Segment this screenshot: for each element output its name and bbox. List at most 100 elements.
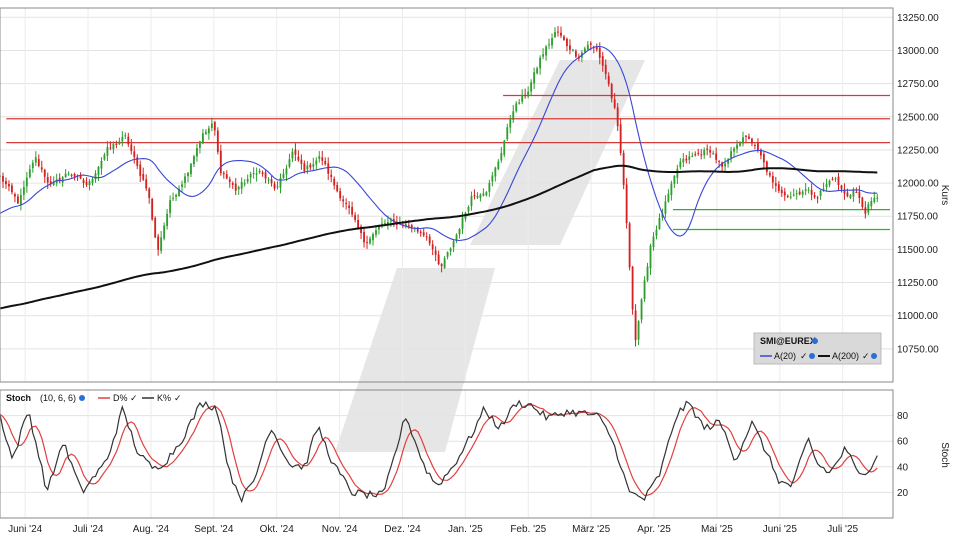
x-tick-label: Nov. '24 — [322, 524, 358, 535]
candle-body — [384, 222, 386, 224]
candle-body — [864, 207, 867, 214]
candle-body — [804, 189, 807, 191]
candle-body — [715, 153, 718, 160]
candle-body — [503, 140, 506, 155]
candle-body — [807, 189, 810, 191]
candle-body — [342, 199, 345, 202]
candle-body — [518, 102, 521, 104]
candle-body — [452, 241, 455, 248]
candle-body — [354, 215, 357, 220]
candle-body — [634, 310, 637, 341]
candle-body — [348, 205, 351, 209]
candle-body — [667, 193, 670, 202]
candle-body — [216, 130, 219, 152]
candle-body — [157, 236, 160, 250]
stoch-tick-label: 80 — [897, 411, 909, 422]
candle-body — [333, 178, 336, 186]
candle-body — [279, 178, 282, 188]
candle-body — [595, 46, 598, 50]
candle-body — [783, 191, 786, 196]
candle-body — [366, 242, 368, 244]
candle-body — [798, 191, 801, 195]
check-icon[interactable]: ✓ — [130, 393, 138, 403]
settings-icon[interactable] — [871, 353, 877, 359]
y-tick-label: 10750.00 — [897, 344, 939, 355]
x-tick-label: Mai '25 — [701, 524, 733, 535]
candle-body — [207, 128, 210, 134]
candle-body — [70, 174, 73, 176]
candle-body — [306, 165, 309, 170]
check-icon[interactable]: ✓ — [800, 351, 808, 361]
candle-body — [637, 321, 640, 340]
candle-body — [521, 95, 524, 102]
candle-body — [255, 173, 258, 175]
settings-icon[interactable] — [79, 395, 85, 401]
candle-body — [643, 280, 646, 299]
candle-body — [34, 157, 37, 163]
candle-body — [825, 184, 828, 188]
candle-body — [649, 245, 652, 269]
check-icon[interactable]: ✓ — [862, 351, 870, 361]
x-tick-label: März '25 — [572, 524, 610, 535]
x-tick-label: Apr. '25 — [637, 524, 671, 535]
stoch-k-line — [0, 399, 878, 504]
settings-icon[interactable] — [809, 353, 815, 359]
y-tick-label: 13000.00 — [897, 46, 939, 57]
legend-item-ma20: A(20) — [774, 351, 796, 361]
candle-body — [569, 45, 571, 50]
candle-body — [545, 46, 547, 56]
candle-body — [345, 203, 348, 205]
candle-body — [479, 194, 482, 198]
candle-body — [243, 183, 246, 185]
main-panel-frame — [0, 7, 894, 383]
candle-body — [97, 166, 100, 176]
check-icon[interactable]: ✓ — [174, 393, 182, 403]
candle-body — [491, 175, 494, 182]
candle-body — [67, 173, 70, 175]
stoch-title: Stoch — [6, 393, 31, 403]
x-tick-label: Jan. '25 — [448, 524, 483, 535]
candle-body — [282, 173, 285, 179]
candle-body — [873, 197, 876, 202]
candle-body — [372, 233, 374, 241]
candle-body — [419, 231, 422, 234]
candle-body — [664, 201, 667, 214]
candle-body — [601, 56, 604, 66]
x-tick-label: Aug. '24 — [133, 524, 170, 535]
candle-body — [321, 157, 324, 161]
candle-body — [204, 131, 207, 134]
candle-body — [840, 185, 843, 189]
legend-item-k: K% — [157, 393, 171, 403]
candle-body — [178, 188, 180, 196]
candle-body — [870, 201, 873, 207]
candle-body — [631, 266, 634, 310]
candle-body — [724, 163, 727, 167]
candle-body — [64, 173, 67, 177]
candle-body — [213, 122, 216, 131]
candle-body — [246, 178, 249, 182]
candle-body — [19, 194, 22, 205]
candle-body — [127, 136, 130, 145]
candle-body — [768, 173, 771, 176]
candle-body — [407, 225, 410, 227]
candle-body — [539, 57, 542, 69]
main-y-axis: 13250.00 13000.00 12750.00 12500.00 12250.00… — [897, 13, 939, 356]
candle-body — [288, 159, 291, 167]
candle-body — [46, 177, 49, 183]
candle-body — [497, 161, 500, 169]
candle-body — [604, 64, 607, 75]
candle-body — [640, 299, 643, 320]
candle-body — [625, 184, 628, 224]
candle-body — [28, 169, 31, 178]
legend-item-ma200: A(200) — [832, 351, 859, 361]
settings-icon[interactable] — [812, 338, 818, 344]
candle-body — [748, 136, 750, 139]
y-tick-label: 11500.00 — [897, 245, 938, 256]
candle-body — [121, 137, 124, 142]
candle-body — [560, 32, 562, 36]
candle-body — [330, 174, 333, 178]
candle-body — [598, 47, 601, 58]
candle-body — [622, 153, 625, 185]
candle-body — [786, 196, 789, 198]
candle-body — [219, 150, 222, 174]
